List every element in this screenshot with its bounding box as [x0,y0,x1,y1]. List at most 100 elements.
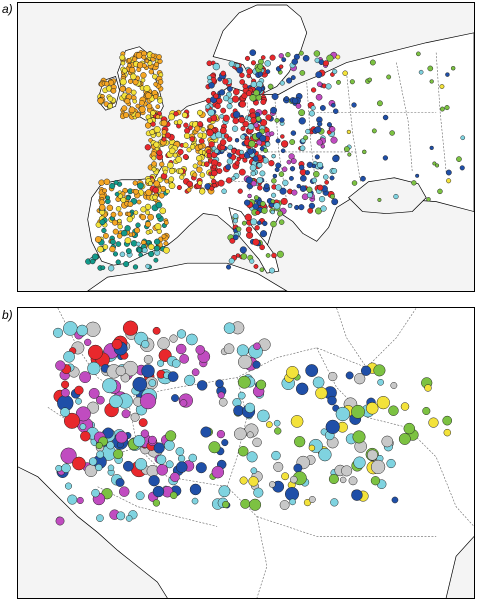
site-marker [114,191,120,197]
site-marker [207,109,215,117]
site-marker [140,72,147,79]
site-marker [130,89,137,96]
site-marker [135,103,141,109]
site-marker [360,365,372,376]
site-marker [220,107,227,114]
site-marker [290,130,297,136]
site-marker [308,496,316,503]
site-marker [221,439,229,447]
site-marker [135,241,141,247]
site-marker [115,431,128,444]
site-marker [377,197,382,202]
site-marker [248,476,259,487]
site-marker [304,170,310,176]
site-marker [145,92,152,99]
site-marker [146,103,153,110]
site-marker [259,267,265,273]
site-marker [122,460,134,472]
site-marker [176,461,188,473]
site-marker [299,70,306,76]
site-marker [157,58,163,64]
site-marker [268,160,275,167]
site-marker [226,136,233,142]
site-marker [205,104,211,110]
site-marker [246,431,254,439]
site-marker [97,97,104,104]
site-marker [332,68,338,75]
site-marker [393,193,399,200]
site-marker [162,169,168,175]
site-marker [214,148,220,154]
site-marker [60,447,77,464]
site-marker [152,194,158,200]
site-marker [326,54,334,62]
site-marker [267,83,274,90]
site-marker [292,97,299,104]
site-marker [112,251,119,257]
site-marker [330,136,338,144]
site-marker [84,338,92,346]
site-marker [144,144,151,151]
site-marker [253,89,260,97]
site-marker [80,431,91,442]
site-marker [156,149,163,156]
site-marker [298,164,305,171]
site-marker [238,116,246,124]
site-marker [211,164,217,170]
site-marker [308,110,315,117]
site-marker [216,161,222,167]
site-marker [369,59,376,66]
site-marker [101,227,107,234]
site-marker [96,395,105,405]
site-marker [97,245,104,253]
site-marker [105,195,111,201]
site-marker [189,136,195,142]
site-marker [255,210,260,216]
site-marker [143,84,151,92]
site-marker [376,100,383,107]
site-marker [208,141,215,148]
site-marker [153,442,165,454]
site-marker [236,226,242,232]
site-marker [177,148,184,155]
site-marker [439,106,445,112]
site-marker [312,376,325,389]
site-marker [257,185,263,191]
site-marker [126,211,132,217]
site-marker [145,263,151,269]
site-marker [223,322,236,334]
site-marker [323,174,329,180]
site-marker [294,204,300,211]
site-marker [133,188,139,195]
site-marker [189,483,202,496]
site-marker [316,161,324,169]
site-marker [290,158,297,165]
site-marker [96,514,104,522]
site-marker [348,476,358,486]
site-marker [320,205,327,212]
site-marker [60,407,70,417]
site-marker [119,85,126,93]
site-marker [272,173,278,179]
site-marker [99,219,106,226]
site-marker [315,387,328,400]
site-marker [234,427,247,441]
site-marker [280,148,286,154]
site-marker [252,203,260,210]
site-marker [259,230,268,238]
site-marker [290,75,296,81]
site-marker [115,206,122,212]
site-marker [107,103,114,109]
site-marker [398,433,411,445]
site-marker [342,70,348,76]
site-marker [179,174,185,180]
site-marker [197,121,204,127]
site-marker [152,73,158,80]
site-marker [371,128,377,134]
site-marker [173,111,179,117]
site-marker [233,111,241,119]
site-marker [439,84,445,89]
site-marker [109,182,116,189]
site-marker [295,103,302,109]
site-marker [316,139,323,146]
